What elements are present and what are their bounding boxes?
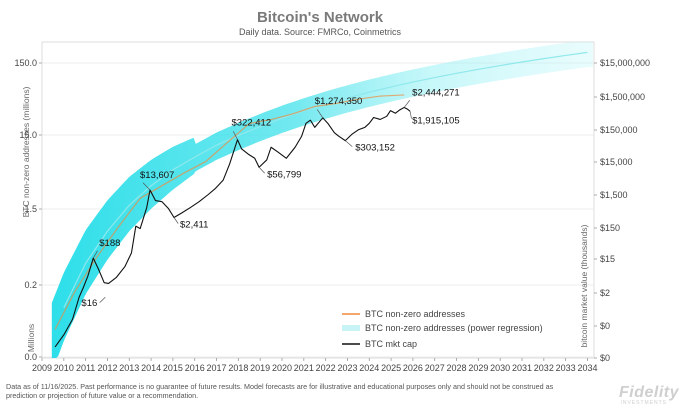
legend: BTC non-zero addresses BTC non-zero addr… xyxy=(342,309,543,349)
x-tick-label: 2015 xyxy=(163,363,183,373)
series-regression-line xyxy=(63,51,588,309)
x-tick-label: 2017 xyxy=(207,363,227,373)
x-tick-label: 2027 xyxy=(425,363,445,373)
fidelity-logo: Fidelity xyxy=(618,384,679,401)
x-tick-label: 2022 xyxy=(316,363,336,373)
series-lines xyxy=(54,51,588,348)
series-addresses-line xyxy=(54,94,405,330)
right-tick-label: $150 xyxy=(600,223,620,233)
annotation-label: $2,411 xyxy=(180,219,208,230)
x-tick-label: 2028 xyxy=(447,363,467,373)
x-tick-label: 2013 xyxy=(119,363,139,373)
annotation-leader xyxy=(409,111,412,119)
x-tick-label: 2018 xyxy=(228,363,248,373)
annotation-leader xyxy=(403,100,411,108)
annotation-label: $1,915,105 xyxy=(412,115,460,126)
right-tick-label: $0 xyxy=(600,321,610,331)
annotation-leader xyxy=(173,217,179,224)
annotation-label: $56,799 xyxy=(267,169,301,180)
left-tick-label: 0.2 xyxy=(24,280,37,290)
left-tick-label: 0.0 xyxy=(24,352,37,362)
x-tick-label: 2033 xyxy=(556,363,576,373)
annotation-label: $16 xyxy=(81,298,97,309)
left-tick-label: 1.5 xyxy=(24,204,37,214)
plot-frame xyxy=(41,41,595,359)
x-tick-label: 2031 xyxy=(512,363,532,373)
x-tick-label: 2029 xyxy=(468,363,488,373)
legend-item-mktcap: BTC mkt cap xyxy=(365,339,417,349)
legend-swatch-regression xyxy=(342,325,360,331)
x-tick-label: 2026 xyxy=(403,363,423,373)
x-tick-label: 2012 xyxy=(97,363,117,373)
annotation-leader xyxy=(316,109,324,119)
left-axis-label: BTC non-zero addresses (millions) xyxy=(21,86,31,217)
x-tick-label: 2020 xyxy=(272,363,292,373)
right-tick-label: $1,500 xyxy=(600,190,628,200)
legend-item-addresses: BTC non-zero addresses xyxy=(365,309,466,319)
chart-subtitle: Daily data. Source: FMRCo, Coinmetrics xyxy=(239,27,402,37)
axes: 2009 2010 2011 2012 2013 2014 2015 2016 2017 2018… xyxy=(14,58,650,373)
annotation-leader xyxy=(345,140,353,147)
right-tick-label: $15 xyxy=(600,254,615,264)
annotation-label: $322,412 xyxy=(231,118,271,129)
left-axis-small-label: Millions xyxy=(26,324,36,352)
x-tick-label: 2021 xyxy=(294,363,314,373)
x-tick-label: 2019 xyxy=(250,363,270,373)
x-tick-label: 2024 xyxy=(359,363,379,373)
x-tick-label: 2011 xyxy=(76,363,95,373)
x-tick-label: 2014 xyxy=(141,363,161,373)
annotation-label: $303,152 xyxy=(355,143,395,154)
regression-band xyxy=(51,42,593,358)
x-tick-label: 2009 xyxy=(32,363,52,373)
right-tick-label: $15,000 xyxy=(600,157,633,167)
chart-title: Bitcoin's Network xyxy=(257,9,384,26)
footer-disclaimer: Data as of 11/16/2025. Past performance … xyxy=(6,382,554,400)
right-tick-label: $0 xyxy=(600,353,610,363)
x-tick-label: 2030 xyxy=(490,363,510,373)
x-tick-label: 2025 xyxy=(381,363,401,373)
annotation-leader xyxy=(92,250,98,259)
left-tick-label: 15.0 xyxy=(19,130,37,140)
series-mktcap-line xyxy=(54,106,411,348)
regression-band-area xyxy=(51,42,593,358)
annotation-leader xyxy=(232,131,238,140)
x-tick-label: 2016 xyxy=(185,363,205,373)
annotations: $188 $16 $13,607 $2,411 $322,412 $56,799 $1,27… xyxy=(81,87,459,309)
annotation-label: $188 xyxy=(99,238,120,249)
right-axis-label: bitcoin market value (thousands) xyxy=(579,224,589,347)
annotation-leader xyxy=(142,182,151,191)
annotation-label: $13,607 xyxy=(140,170,174,181)
x-tick-label: 2010 xyxy=(54,363,74,373)
left-tick-label: 150.0 xyxy=(14,58,37,68)
x-tick-label: 2034 xyxy=(577,363,597,373)
annotation-label: $1,274,350 xyxy=(315,96,363,107)
annotation-leader xyxy=(99,296,106,303)
fidelity-logo-sub: INVESTMENTS xyxy=(620,400,667,406)
legend-item-regression: BTC non-zero addresses (power regression… xyxy=(365,323,543,333)
annotation-label: $2,444,271 xyxy=(412,87,460,98)
right-tick-label: $2 xyxy=(600,288,610,298)
annotation-leader xyxy=(258,167,265,174)
right-tick-label: $15,000,000 xyxy=(600,58,650,68)
x-tick-label: 2032 xyxy=(534,363,554,373)
x-tick-label: 2023 xyxy=(337,363,357,373)
right-tick-label: $150,000 xyxy=(600,125,638,135)
right-tick-label: $1,500,000 xyxy=(600,92,645,102)
